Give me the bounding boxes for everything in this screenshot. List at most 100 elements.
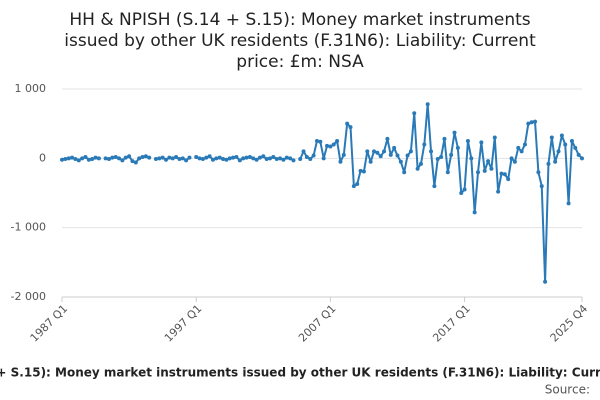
data-point [184,158,189,163]
data-point [580,156,584,161]
data-point [157,156,162,161]
data-point [261,154,266,159]
data-point [210,157,215,162]
data-point [83,154,88,159]
data-point [281,157,286,162]
data-point [120,158,125,163]
data-point [268,156,272,161]
data-point [375,150,380,155]
data-point [140,154,145,159]
data-point [335,139,340,143]
data-point [355,181,360,186]
data-point [479,140,484,145]
data-point [204,155,209,160]
data-point [361,169,366,174]
data-point [127,154,132,159]
data-point [194,154,199,159]
data-point [398,159,403,164]
data-point [452,130,457,135]
data-point [301,149,306,154]
data-point [569,139,574,143]
data-point [321,156,326,161]
data-point [405,153,410,158]
data-line [61,103,583,283]
data-point [217,155,222,160]
data-point [348,125,353,130]
data-point [304,154,309,159]
x-tick-label: 1987 Q1 [28,302,71,345]
x-tick-label: 2007 Q1 [296,302,339,345]
data-point [519,149,524,154]
data-point [345,121,350,126]
data-point [506,177,511,182]
caption: HH & NPISH (S.14 + S.15): Money market i… [0,366,600,380]
data-point [123,155,128,160]
data-point [66,156,71,161]
data-point [298,157,303,162]
data-point [86,157,91,162]
data-point [113,154,118,159]
data-point [516,145,521,150]
data-point [271,154,276,159]
data-point [231,155,236,160]
data-point [455,145,460,150]
data-point [90,157,95,162]
data-point [449,152,454,157]
data-point [425,102,430,107]
data-point [368,159,373,164]
data-point [553,159,558,164]
data-point [103,156,108,161]
data-point [476,170,480,175]
data-point [247,154,252,159]
data-point [167,155,172,160]
data-point [372,149,376,154]
data-point [200,157,205,162]
data-point [499,171,504,176]
chart-title: issued by other UK residents (F.31N6): L… [64,31,536,51]
data-point [566,201,571,206]
data-point [445,170,450,175]
data-point [244,155,249,160]
data-point [76,158,81,163]
data-point [308,157,313,162]
x-tick-label: 2017 Q1 [430,302,473,345]
data-point [160,155,165,160]
data-point [549,135,554,140]
data-point [402,170,407,175]
data-point [341,152,346,157]
data-point [177,157,182,162]
x-tick-label: 1997 Q1 [162,302,205,345]
data-point [314,139,319,143]
data-point [278,156,283,161]
data-point [251,156,256,161]
data-point [291,158,296,163]
data-point [153,157,158,162]
data-point [328,144,333,149]
data-point [254,157,259,162]
data-point [80,156,85,161]
data-point [522,142,527,147]
data-point [509,156,514,161]
data-point [147,155,152,160]
y-tick-label: 1 000 [15,82,47,95]
data-point [546,161,551,166]
data-point [137,156,142,161]
data-point [496,189,501,194]
data-point [73,157,78,162]
data-point [234,154,239,159]
data-point [133,160,138,165]
data-point [459,191,464,195]
data-point [331,142,336,147]
data-point [469,156,474,161]
data-point [187,155,192,160]
data-point [573,145,578,150]
data-point [110,155,115,160]
data-point [415,166,420,171]
data-point [170,156,175,161]
data-point [338,159,343,164]
data-point [412,111,417,116]
data-point [556,149,561,154]
data-point [526,121,531,126]
data-point [60,157,64,162]
data-point [482,168,487,173]
